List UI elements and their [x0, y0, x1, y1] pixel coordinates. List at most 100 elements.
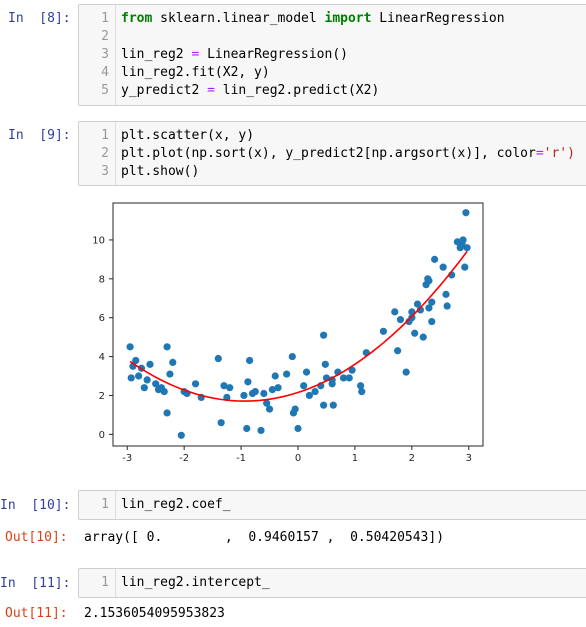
- code-token: lin_reg2.fit(X2, y): [121, 65, 270, 80]
- scatter-point: [443, 302, 451, 310]
- line-number-gutter: [79, 569, 116, 597]
- scatter-point: [160, 387, 168, 396]
- y-tick-label: 2: [99, 391, 105, 402]
- x-tick-label: 3: [466, 453, 472, 464]
- scatter-point: [271, 372, 279, 380]
- input-prompt-8: In [8]:: [8, 11, 71, 26]
- line-number: 5: [101, 83, 109, 98]
- scatter-point: [163, 409, 171, 417]
- scatter-point: [140, 384, 148, 392]
- code-cell-8[interactable]: 1 2 3 4 5 from sklearn.linear_model import L…: [78, 4, 586, 106]
- code-token: import: [324, 11, 372, 26]
- scatter-point: [402, 368, 410, 376]
- scatter-point: [126, 343, 134, 351]
- scatter-point: [413, 300, 422, 308]
- scatter-point: [391, 308, 399, 316]
- y-tick-label: 8: [99, 274, 105, 285]
- line-number: 1: [101, 497, 109, 512]
- x-tick-label: -2: [179, 453, 189, 464]
- output-prompt-10: Out[10]:: [5, 530, 68, 545]
- line-number: 2: [101, 146, 109, 161]
- scatter-point: [300, 382, 308, 390]
- scatter-point: [305, 391, 313, 400]
- scatter-point: [294, 424, 302, 433]
- code-token: lin_reg2.intercept_: [121, 575, 270, 590]
- scatter-point: [357, 382, 365, 390]
- input-prompt-9: In [9]:: [8, 128, 71, 143]
- scatter-point: [416, 306, 424, 314]
- code-token: lin_reg2.coef_: [121, 497, 231, 512]
- scatter-point: [379, 327, 387, 335]
- scatter-point: [462, 209, 470, 217]
- code-editor[interactable]: lin_reg2.coef_: [121, 496, 231, 514]
- scatter-point: [425, 277, 433, 285]
- output-prompt-11: Out[11]:: [5, 606, 68, 621]
- line-number: 3: [101, 164, 109, 179]
- x-tick-label: -1: [236, 453, 246, 464]
- scatter-point: [283, 370, 291, 378]
- code-line: y_predict2 = lin_reg2.predict(X2): [121, 82, 505, 100]
- code-cell-9[interactable]: 1 2 3 plt.scatter(x, y) plt.plot(np.sort(x)…: [78, 121, 586, 186]
- code-editor[interactable]: lin_reg2.intercept_: [121, 574, 270, 592]
- scatter-point: [274, 384, 282, 392]
- line-number-gutter: [79, 122, 116, 185]
- input-prompt-11: In [11]:: [0, 576, 71, 591]
- scatter-point: [243, 424, 251, 433]
- scatter-point: [345, 374, 353, 382]
- scatter-point: [191, 380, 200, 388]
- regression-line: [129, 250, 468, 402]
- line-number: 2: [101, 29, 109, 44]
- scatter-point: [461, 263, 469, 271]
- scatter-point: [135, 372, 143, 380]
- code-line: lin_reg2 = LinearRegression(): [121, 46, 505, 64]
- scatter-point: [257, 426, 265, 435]
- line-number: 1: [101, 11, 109, 26]
- code-editor[interactable]: from sklearn.linear_model import LinearR…: [121, 10, 505, 100]
- scatter-point: [260, 389, 268, 398]
- scatter-point: [396, 316, 405, 324]
- code-editor[interactable]: plt.scatter(x, y) plt.plot(np.sort(x), y_…: [121, 127, 575, 181]
- code-cell-10[interactable]: 1 lin_reg2.coef_: [78, 490, 586, 520]
- scatter-point: [428, 317, 436, 326]
- scatter-point: [348, 366, 356, 374]
- scatter-point: [132, 356, 140, 365]
- scatter-point: [328, 380, 336, 388]
- scatter-point: [394, 347, 402, 355]
- line-number: 4: [101, 65, 109, 80]
- scatter-point: [143, 376, 151, 384]
- code-line: lin_reg2.fit(X2, y): [121, 64, 505, 82]
- output-text-10: array([ 0. , 0.9460157 , 0.50420543]): [84, 530, 445, 545]
- scatter-point: [320, 331, 328, 339]
- scatter-point: [265, 405, 274, 413]
- code-token: plt.scatter(x, y): [121, 128, 255, 143]
- line-number: 1: [101, 575, 109, 590]
- code-token: =: [191, 47, 200, 62]
- scatter-point: [311, 387, 319, 396]
- scatter-point: [321, 360, 329, 368]
- scatter-point: [220, 382, 228, 390]
- scatter-point: [329, 401, 337, 409]
- code-token: plt.plot(np.sort(x), y_predict2[np.argso…: [121, 146, 536, 161]
- code-token: =: [535, 146, 544, 161]
- code-token: =: [207, 83, 215, 98]
- code-cell-11[interactable]: 1 lin_reg2.intercept_: [78, 568, 586, 598]
- scatter-point: [288, 352, 296, 361]
- scatter-point: [291, 405, 299, 413]
- scatter-point: [244, 378, 252, 386]
- scatter-point: [146, 360, 154, 368]
- x-tick-label: 2: [409, 453, 415, 464]
- code-token: LinearRegression(): [199, 47, 348, 62]
- code-token: plt.show(): [121, 164, 200, 179]
- scatter-point: [419, 333, 427, 341]
- scatter-point: [431, 255, 439, 263]
- y-tick-label: 4: [99, 352, 105, 363]
- code-token: y_predict2: [121, 83, 208, 98]
- scatter-point: [411, 329, 419, 337]
- line-number: 3: [101, 47, 109, 62]
- code-line: plt.show(): [121, 163, 575, 181]
- scatter-point: [339, 374, 348, 382]
- scatter-point: [169, 358, 177, 367]
- line-number-gutter: [79, 491, 116, 519]
- code-line: lin_reg2.coef_: [121, 496, 231, 514]
- x-tick-label: -3: [122, 453, 132, 464]
